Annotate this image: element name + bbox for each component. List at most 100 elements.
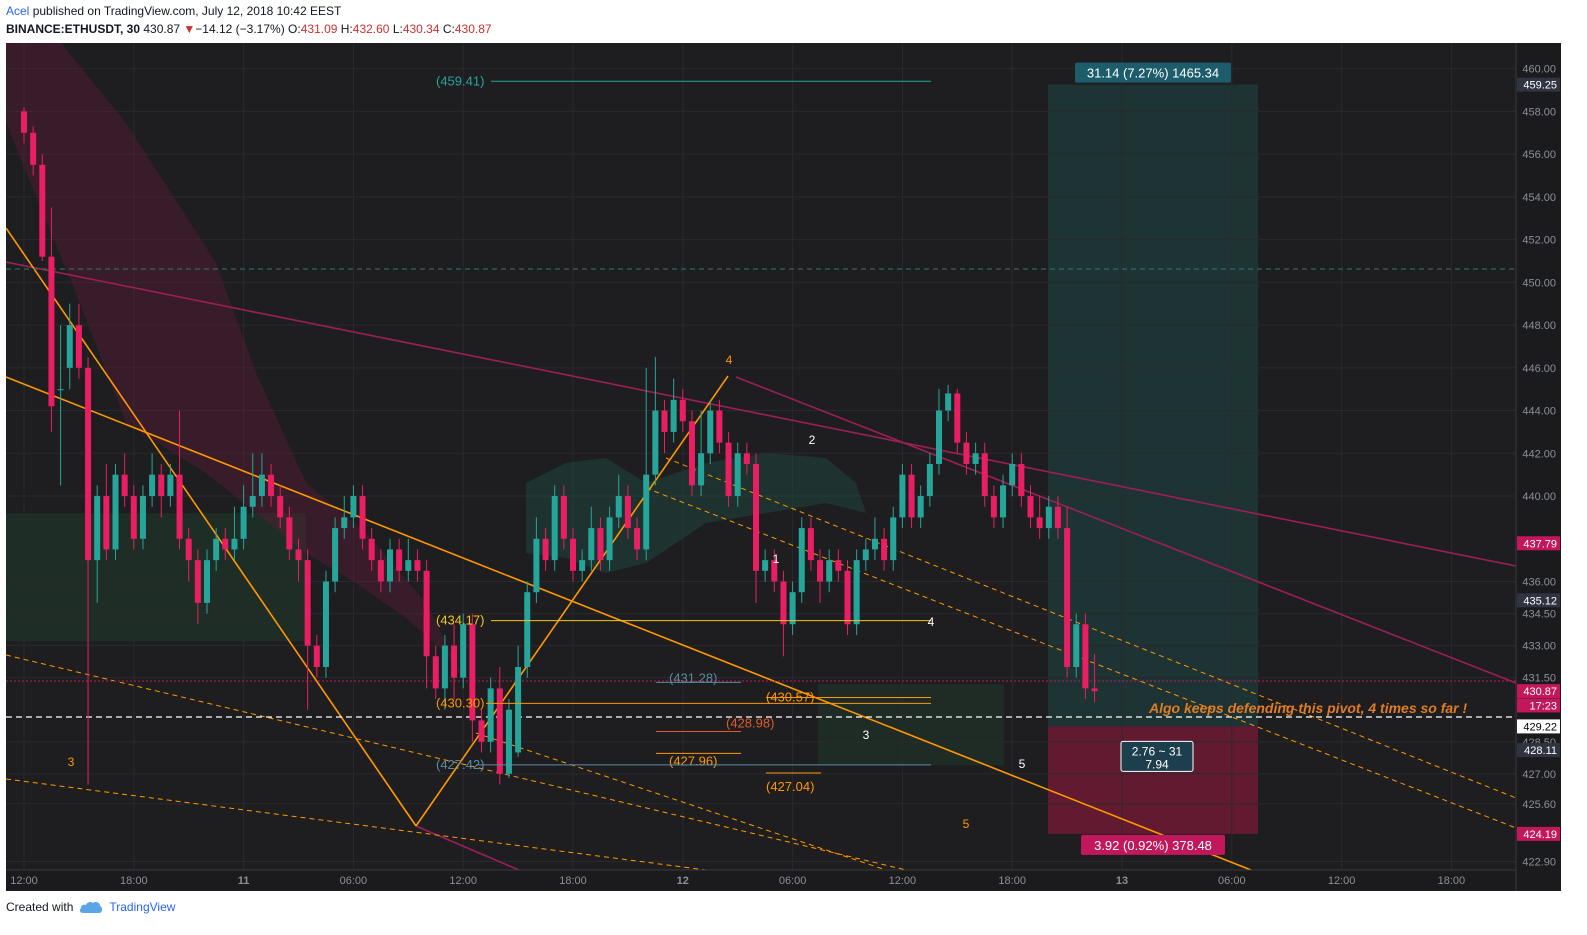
candle-body[interactable] [615, 496, 622, 518]
channel-line[interactable] [6, 376, 1252, 871]
candle-body[interactable] [249, 496, 256, 507]
candle-body[interactable] [917, 496, 924, 518]
candle-body[interactable] [936, 410, 942, 464]
candle-body[interactable] [139, 496, 146, 539]
candle-body[interactable] [716, 410, 723, 443]
price-chart[interactable]: (459.41) (434.17) (430.30) (430.57) (431.28)… [6, 43, 1561, 891]
candle-body[interactable] [304, 560, 311, 646]
candle-body[interactable] [1009, 463, 1016, 486]
candle-body[interactable] [1027, 496, 1034, 518]
price-axis-panel[interactable] [1516, 43, 1561, 891]
candle-body[interactable] [396, 549, 403, 571]
trendline-lower[interactable] [735, 376, 1517, 684]
candle-body[interactable] [899, 474, 906, 518]
candle-body[interactable] [643, 474, 650, 550]
candle-body[interactable] [432, 656, 439, 689]
candle-body[interactable] [1073, 624, 1080, 667]
candle-body[interactable] [423, 570, 430, 657]
candle-body[interactable] [670, 399, 677, 432]
candle-body[interactable] [39, 164, 46, 257]
candle-body[interactable] [753, 463, 759, 571]
candle-body[interactable] [341, 517, 348, 529]
candle-body[interactable] [1082, 624, 1089, 689]
candle-body[interactable] [277, 496, 284, 518]
candle-body[interactable] [30, 132, 37, 165]
candle-body[interactable] [789, 592, 796, 625]
candle-body[interactable] [268, 474, 275, 497]
candle-body[interactable] [926, 463, 933, 497]
candle-body[interactable] [505, 709, 512, 774]
candle-body[interactable] [597, 528, 604, 561]
candle-body[interactable] [130, 496, 137, 539]
author-link[interactable]: Acel [6, 4, 30, 18]
candle-body[interactable] [359, 496, 366, 539]
candle-body[interactable] [679, 399, 686, 422]
candle-body[interactable] [368, 538, 375, 561]
candle-body[interactable] [515, 666, 522, 753]
candle-body[interactable] [240, 506, 247, 539]
candle-body[interactable] [881, 538, 888, 561]
candle-body[interactable] [624, 496, 631, 529]
candle-body[interactable] [21, 111, 27, 133]
candle-body[interactable] [487, 688, 494, 742]
candle-body[interactable] [377, 560, 384, 582]
candle-body[interactable] [844, 570, 851, 625]
candle-body[interactable] [890, 517, 897, 561]
candle-body[interactable] [570, 538, 576, 571]
candle-body[interactable] [313, 645, 320, 667]
candle-body[interactable] [606, 517, 613, 561]
target-zone[interactable] [1048, 84, 1258, 727]
wave-leg-1[interactable] [6, 227, 417, 827]
candle-body[interactable] [414, 560, 421, 571]
trendline-upper[interactable] [6, 261, 1517, 567]
dashed-channel-5[interactable] [475, 732, 887, 871]
dashed-channel-4[interactable] [645, 487, 1517, 829]
candle-body[interactable] [185, 538, 192, 561]
candle-body[interactable] [231, 538, 238, 550]
candle-body[interactable] [194, 560, 201, 603]
candle-body[interactable] [945, 393, 952, 411]
candle-body[interactable] [441, 645, 448, 689]
candle-body[interactable] [286, 517, 293, 550]
candle-body[interactable] [451, 645, 458, 678]
candle-body[interactable] [1045, 506, 1052, 529]
candle-body[interactable] [853, 560, 860, 625]
candle-body[interactable] [66, 325, 73, 368]
candle-body[interactable] [972, 453, 979, 464]
candle-body[interactable] [862, 549, 869, 561]
candle-body[interactable] [75, 325, 82, 368]
candle-body[interactable] [762, 560, 769, 571]
candle-body[interactable] [48, 256, 55, 407]
candle-body[interactable] [167, 474, 174, 497]
candle-body[interactable] [981, 453, 988, 497]
candle-body[interactable] [780, 581, 787, 625]
candle-body[interactable] [103, 496, 110, 550]
candle-body[interactable] [57, 389, 64, 391]
candle-body[interactable] [1000, 485, 1007, 518]
candle-body[interactable] [322, 581, 329, 667]
candle-body[interactable] [85, 367, 92, 561]
candle-body[interactable] [634, 528, 641, 550]
candle-body[interactable] [771, 560, 778, 582]
candle-body[interactable] [954, 393, 961, 443]
tradingview-brand-link[interactable]: TradingView [109, 900, 176, 914]
time-axis-panel[interactable] [6, 870, 1516, 891]
candle-body[interactable] [222, 538, 229, 550]
candle-body[interactable] [1054, 506, 1061, 529]
candle-body[interactable] [496, 688, 503, 774]
candle-body[interactable] [661, 410, 668, 432]
candle-body[interactable] [121, 474, 128, 497]
candle-body[interactable] [551, 496, 558, 561]
candle-body[interactable] [734, 453, 741, 497]
candle-body[interactable] [725, 442, 732, 497]
candle-body[interactable] [94, 496, 101, 561]
candle-body[interactable] [1036, 517, 1043, 529]
candle-body[interactable] [579, 560, 586, 571]
candle-body[interactable] [1018, 463, 1025, 497]
trendline-bottom[interactable] [415, 825, 527, 874]
candle-body[interactable] [743, 453, 750, 464]
risk-reward-box[interactable] [1120, 740, 1194, 772]
candle-body[interactable] [560, 496, 567, 539]
candle-body[interactable] [826, 560, 833, 582]
candle-body[interactable] [1091, 688, 1098, 692]
